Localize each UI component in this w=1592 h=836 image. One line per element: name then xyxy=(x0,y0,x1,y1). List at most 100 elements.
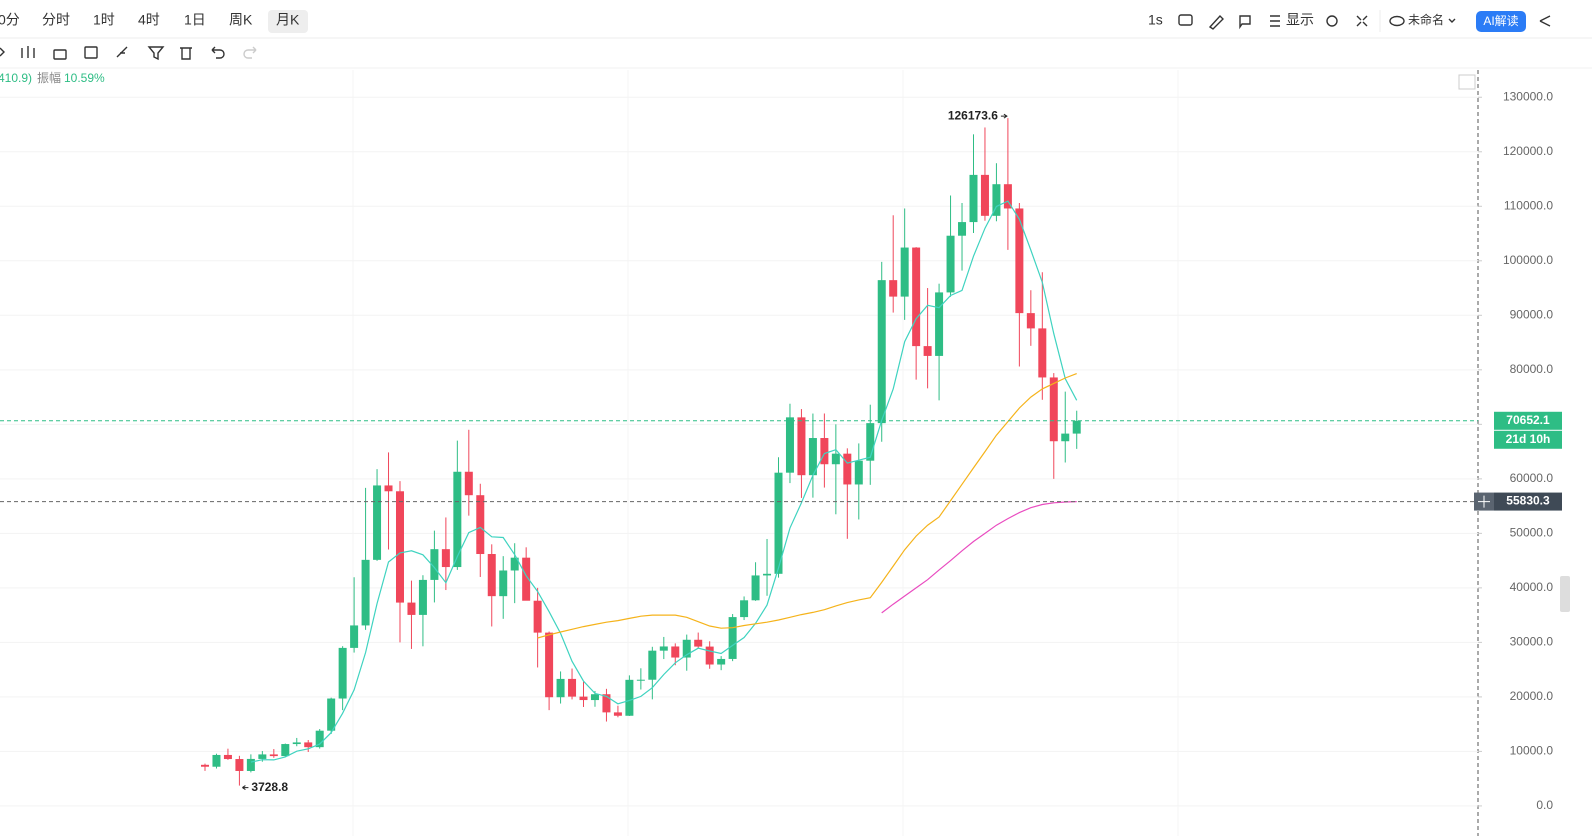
info-prefix: 410.9) xyxy=(0,71,32,85)
zoom-icon[interactable] xyxy=(1458,74,1476,90)
candle-body xyxy=(304,742,313,748)
scroll-handle[interactable] xyxy=(1560,576,1570,612)
interval-tabs: 0分 分时 1时 4时 1日 周K 月K xyxy=(0,10,308,33)
share-icon[interactable] xyxy=(1539,15,1551,27)
undo-icon[interactable] xyxy=(211,46,225,59)
candle-body xyxy=(361,559,370,626)
ai-button[interactable] xyxy=(1476,11,1526,32)
candle-body xyxy=(441,549,450,568)
candle-body xyxy=(201,764,209,767)
candle-body xyxy=(900,247,909,297)
delete-icon[interactable] xyxy=(180,47,192,60)
candle-body xyxy=(969,174,978,223)
candle-body xyxy=(590,694,599,701)
amplitude-value: 10.59% xyxy=(64,71,105,85)
candle-body xyxy=(430,549,439,580)
camera-icon[interactable] xyxy=(1178,14,1193,26)
fullscreen-icon[interactable] xyxy=(1356,15,1368,27)
pen-icon[interactable] xyxy=(1208,14,1224,30)
candle-body xyxy=(854,460,863,485)
y-tick-label: 130000.0 xyxy=(1503,89,1553,103)
candle-body xyxy=(808,438,817,476)
candle-body xyxy=(338,647,347,699)
ma-line xyxy=(250,200,1078,763)
filter-icon[interactable] xyxy=(147,46,165,61)
candle-body xyxy=(246,758,255,771)
note-icon[interactable] xyxy=(1239,15,1251,30)
y-tick-label: 120000.0 xyxy=(1503,144,1553,158)
crosshair-label: 55830.3 xyxy=(1506,494,1550,508)
candle-body xyxy=(1015,208,1024,314)
interval-tab[interactable]: 1日 xyxy=(184,12,206,28)
speed[interactable]: 1s xyxy=(1148,12,1163,28)
amplitude-label: 振幅 xyxy=(37,70,61,85)
candle-body xyxy=(728,617,737,659)
display[interactable]: 显示 xyxy=(1286,12,1314,28)
ai-button-label[interactable]: AI解读 xyxy=(1483,14,1518,28)
candle-body xyxy=(923,346,932,356)
interval-tab[interactable]: 1时 xyxy=(93,12,115,28)
candle-body xyxy=(636,679,645,681)
candle-body xyxy=(659,646,668,651)
candle-body xyxy=(1049,377,1058,442)
candle-body xyxy=(464,471,473,496)
candle-body xyxy=(602,694,611,713)
candle-body xyxy=(912,247,921,347)
y-tick-label: 50000.0 xyxy=(1510,526,1554,540)
candle-body xyxy=(418,579,427,615)
y-tick-label: 110000.0 xyxy=(1504,198,1553,212)
candle-body xyxy=(889,280,898,297)
candle-body xyxy=(327,698,336,731)
y-tick-label: 0.0 xyxy=(1536,798,1553,812)
layout-name[interactable]: 未命名 xyxy=(1408,12,1444,27)
high-label: 126173.6 xyxy=(948,108,998,122)
candle-body xyxy=(694,639,703,647)
crosshair-tag xyxy=(1494,492,1562,511)
candle-icon[interactable] xyxy=(21,46,35,58)
list-icon[interactable] xyxy=(1270,15,1280,27)
candle-body xyxy=(648,650,657,680)
y-tick-label: 90000.0 xyxy=(1510,307,1554,321)
candle-body xyxy=(384,485,393,492)
candle-body xyxy=(1072,420,1081,434)
candle-body xyxy=(292,742,301,745)
candle-body xyxy=(866,423,875,461)
candle-body xyxy=(877,280,886,424)
interval-tab[interactable]: 4时 xyxy=(138,12,160,28)
settings-icon[interactable] xyxy=(1326,15,1338,27)
dropdown-icon[interactable] xyxy=(1448,18,1456,23)
template-icon[interactable] xyxy=(84,46,98,59)
y-tick-label: 30000.0 xyxy=(1510,635,1554,649)
ma-line xyxy=(537,373,1077,639)
cloud-icon[interactable] xyxy=(1389,15,1405,27)
candle-body xyxy=(499,570,508,597)
candle-body xyxy=(212,754,221,767)
interval-tab[interactable]: 分时 xyxy=(42,12,70,28)
y-tick-label: 10000.0 xyxy=(1510,744,1554,758)
candle-body xyxy=(556,678,565,698)
candle-body xyxy=(1061,433,1070,442)
candle-body xyxy=(545,632,554,698)
candle-body xyxy=(831,453,840,465)
candle-body xyxy=(751,575,760,601)
candle-body xyxy=(958,222,967,236)
lock-icon[interactable] xyxy=(53,49,67,60)
candle-body xyxy=(350,625,359,648)
interval-tab[interactable]: 月K xyxy=(276,12,300,28)
candle-body xyxy=(315,730,324,748)
interval-tab[interactable]: 周K xyxy=(229,12,253,28)
candle-body xyxy=(373,485,382,560)
candle-body xyxy=(1003,184,1012,209)
magnet-icon[interactable] xyxy=(116,46,128,58)
candle-body xyxy=(797,417,806,476)
low-arrow xyxy=(242,785,249,791)
candle-body xyxy=(269,754,278,757)
candle-body xyxy=(992,184,1001,216)
cursor-icon[interactable] xyxy=(0,47,5,57)
countdown-label: 21d 10h xyxy=(1506,432,1551,446)
active-tab-bg xyxy=(268,10,308,33)
y-tick-label: 100000.0 xyxy=(1503,253,1553,267)
candle-body xyxy=(407,602,416,615)
interval-tab[interactable]: 0分 xyxy=(0,12,20,28)
